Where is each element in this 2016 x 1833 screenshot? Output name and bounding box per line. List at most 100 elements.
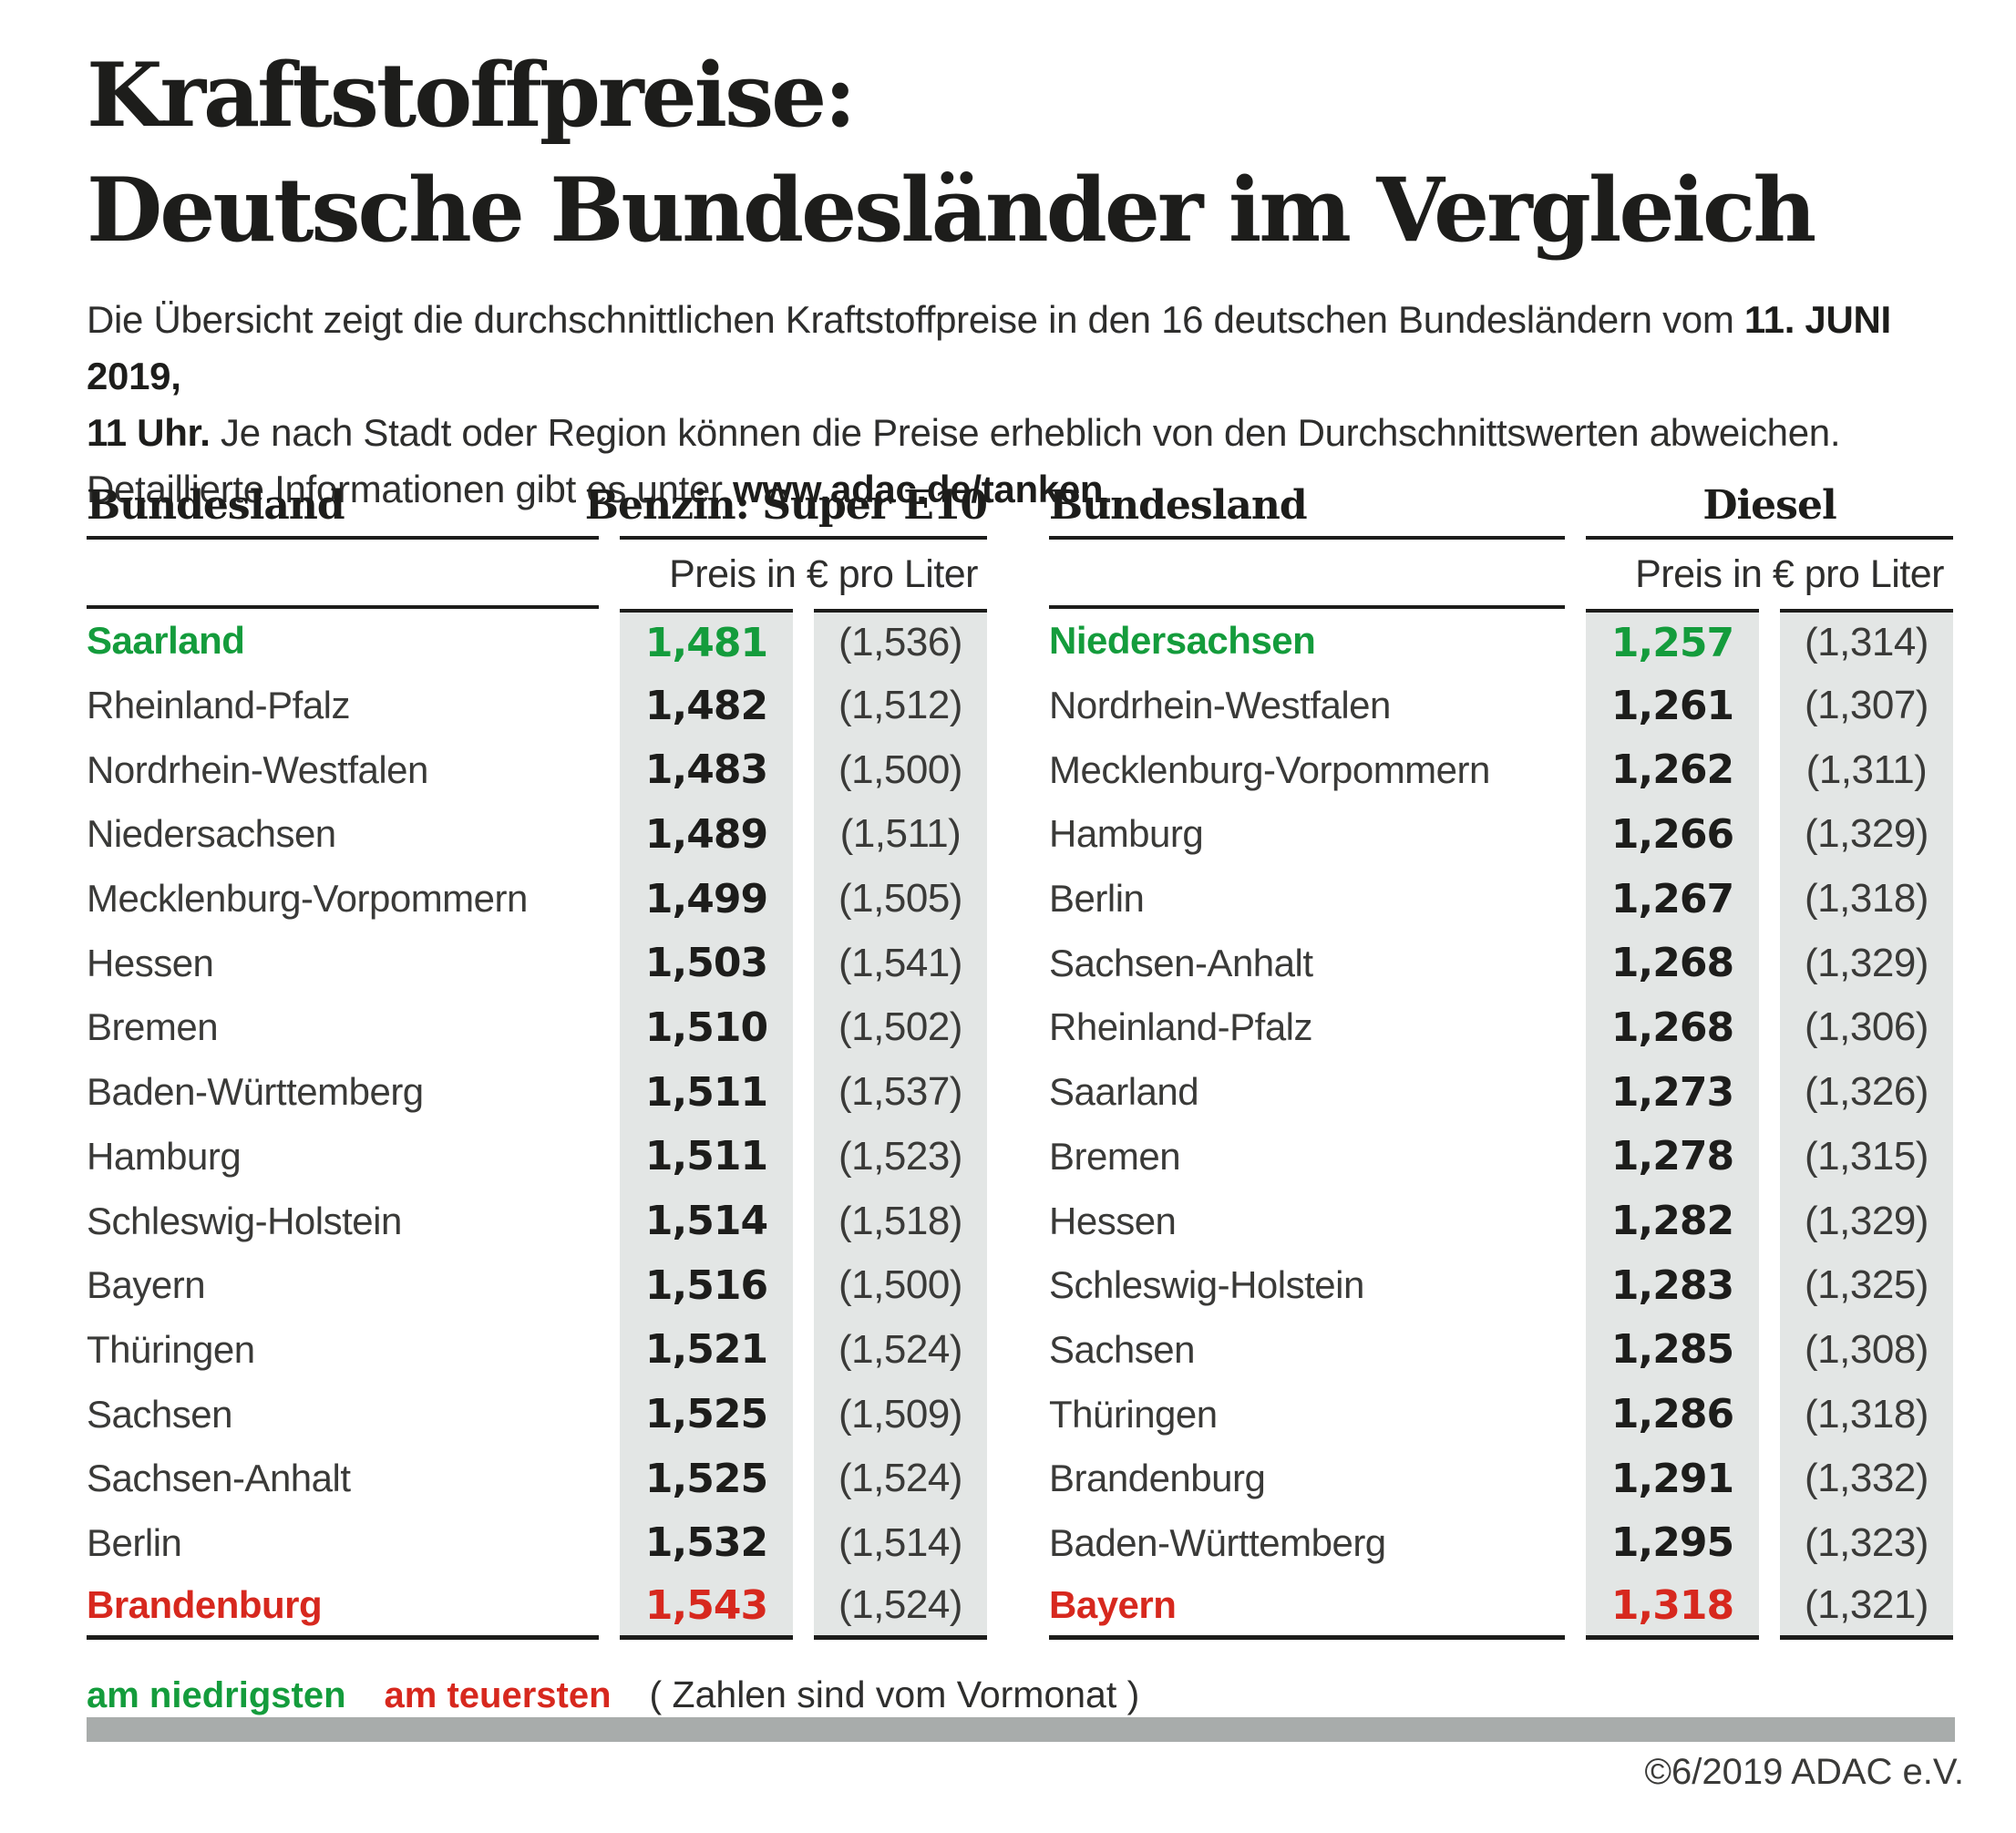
intro-text: Die Übersicht zeigt die durchschnittlich…	[87, 292, 1964, 518]
price-previous: (1,500)	[814, 1252, 987, 1318]
price-previous: (1,518)	[814, 1189, 987, 1253]
price-previous: (1,509)	[814, 1382, 987, 1447]
benzin-price-table: Bundesland Benzin: Super E10 Preis in € …	[87, 482, 988, 1640]
state-name: Bayern	[1049, 1575, 1565, 1640]
intro-line: Detaillierte Informationen gibt es unter…	[87, 468, 1114, 510]
price-current: 1,266	[1586, 802, 1759, 867]
price-current: 1,261	[1586, 673, 1759, 738]
state-name: Thüringen	[1049, 1392, 1218, 1436]
state-name: Saarland	[87, 619, 245, 663]
price-current: 1,521	[620, 1317, 793, 1383]
legend-lowest-label: am niedrigsten	[87, 1675, 346, 1715]
price-previous: (1,500)	[814, 737, 987, 803]
price-current: 1,286	[1586, 1382, 1759, 1447]
state-name: Hessen	[87, 941, 214, 984]
state-name: Sachsen	[1049, 1327, 1195, 1371]
state-name: Hamburg	[87, 1134, 242, 1178]
price-previous: (1,541)	[814, 931, 987, 996]
price-previous: (1,511)	[814, 802, 987, 867]
state-name: Nordrhein-Westfalen	[1049, 684, 1391, 727]
state-name: Sachsen-Anhalt	[87, 1457, 351, 1500]
price-current: 1,283	[1586, 1252, 1759, 1318]
price-current: 1,268	[1586, 995, 1759, 1060]
price-previous: (1,318)	[1780, 866, 1953, 932]
price-current: 1,285	[1586, 1317, 1759, 1383]
price-previous: (1,314)	[1780, 609, 1953, 674]
price-current: 1,510	[620, 995, 793, 1060]
state-name: Brandenburg	[1049, 1457, 1266, 1500]
price-current: 1,511	[620, 1059, 793, 1125]
state-name: Baden-Württemberg	[87, 1070, 424, 1114]
price-previous: (1,306)	[1780, 995, 1953, 1060]
diesel-price-table: Bundesland Diesel Preis in € pro Liter N…	[1049, 482, 1953, 1640]
state-name: Berlin	[87, 1520, 182, 1564]
header-rule	[1049, 540, 1565, 609]
price-previous: (1,325)	[1780, 1252, 1953, 1318]
price-previous: (1,502)	[814, 995, 987, 1060]
state-name: Thüringen	[87, 1327, 255, 1371]
price-previous: (1,524)	[814, 1446, 987, 1511]
price-current: 1,482	[620, 673, 793, 738]
price-current: 1,516	[620, 1252, 793, 1318]
legend-highest-label: am teuersten	[384, 1675, 612, 1715]
price-current: 1,268	[1586, 931, 1759, 996]
price-current: 1,525	[620, 1382, 793, 1447]
price-current: 1,532	[620, 1510, 793, 1576]
price-current: 1,543	[620, 1575, 793, 1640]
state-name: Sachsen	[87, 1392, 232, 1436]
price-previous: (1,329)	[1780, 931, 1953, 996]
state-name: Hessen	[1049, 1199, 1177, 1242]
price-previous: (1,536)	[814, 609, 987, 674]
price-previous: (1,311)	[1780, 737, 1953, 803]
price-current: 1,267	[1586, 866, 1759, 932]
price-previous: (1,315)	[1780, 1124, 1953, 1189]
legend-note: ( Zahlen sind vom Vormonat )	[649, 1673, 1140, 1715]
fuel-column-header-benzin: Benzin: Super E10	[585, 482, 988, 540]
price-previous: (1,329)	[1780, 802, 1953, 867]
price-previous: (1,323)	[1780, 1510, 1953, 1576]
state-name: Mecklenburg-Vorpommern	[87, 877, 528, 921]
price-previous: (1,329)	[1780, 1189, 1953, 1253]
price-previous: (1,505)	[814, 866, 987, 932]
price-previous: (1,523)	[814, 1124, 987, 1189]
price-previous: (1,332)	[1780, 1446, 1953, 1511]
state-name: Berlin	[1049, 877, 1145, 921]
price-previous: (1,326)	[1780, 1059, 1953, 1125]
legend: am niedrigsten am teuersten ( Zahlen sin…	[87, 1673, 1139, 1716]
state-name: Bayern	[87, 1263, 206, 1307]
footer-divider-bar	[87, 1717, 1955, 1742]
state-name: Sachsen-Anhalt	[1049, 941, 1313, 984]
region-column-header: Bundesland	[1049, 482, 1565, 540]
price-previous: (1,307)	[1780, 673, 1953, 738]
intro-line: 11 Uhr. Je nach Stadt oder Region können…	[87, 411, 1841, 454]
price-previous: (1,321)	[1780, 1575, 1953, 1640]
price-current: 1,273	[1586, 1059, 1759, 1125]
state-name: Rheinland-Pfalz	[87, 684, 351, 727]
page-title-line1: Kraftstoffpreise:	[87, 44, 857, 147]
page-title-line2: Deutsche Bundesländer im Vergleich	[87, 159, 1816, 262]
region-column-header: Bundesland	[87, 482, 599, 540]
price-current: 1,511	[620, 1124, 793, 1189]
state-name: Bremen	[1049, 1134, 1181, 1178]
price-previous: (1,512)	[814, 673, 987, 738]
price-current: 1,291	[1586, 1446, 1759, 1511]
state-name: Mecklenburg-Vorpommern	[1049, 747, 1490, 791]
price-current: 1,481	[620, 609, 793, 674]
price-current: 1,503	[620, 931, 793, 996]
state-name: Schleswig-Holstein	[87, 1199, 402, 1242]
state-name: Schleswig-Holstein	[1049, 1263, 1364, 1307]
state-name: Bremen	[87, 1005, 219, 1049]
price-current: 1,282	[1586, 1189, 1759, 1253]
page-title: Kraftstoffpreise: Deutsche Bundesländer …	[87, 38, 1816, 268]
price-current: 1,257	[1586, 609, 1759, 674]
state-name: Rheinland-Pfalz	[1049, 1005, 1313, 1049]
header-rule	[87, 540, 599, 609]
price-current: 1,489	[620, 802, 793, 867]
intro-line: Die Übersicht zeigt die durchschnittlich…	[87, 298, 1891, 397]
state-name: Hamburg	[1049, 812, 1204, 856]
unit-header: Preis in € pro Liter	[669, 551, 978, 596]
price-previous: (1,308)	[1780, 1317, 1953, 1383]
unit-header: Preis in € pro Liter	[1635, 551, 1944, 596]
state-name: Niedersachsen	[1049, 619, 1316, 663]
